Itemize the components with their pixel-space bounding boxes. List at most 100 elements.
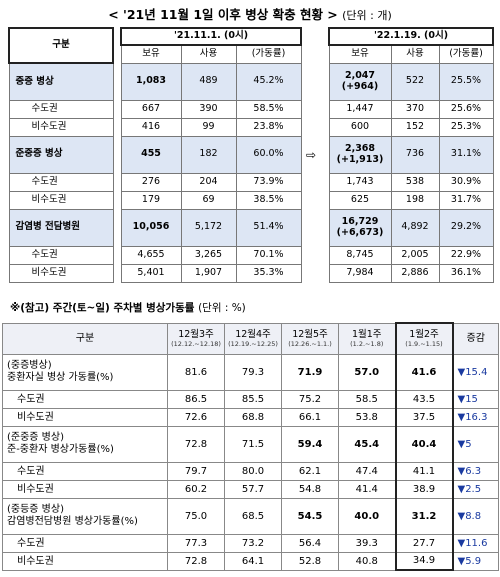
change-cell: ▼11.6 xyxy=(452,533,499,553)
change-cell: ▼16.3 xyxy=(452,407,499,427)
cell: 1,743 xyxy=(328,172,392,192)
table-row: (중등증 병상) 감염병전담병원 병상가동률(%) 75.0 68.5 54.5 40.0… xyxy=(2,497,499,535)
rate-cell: 77.3 xyxy=(167,533,225,553)
table-row: 비수도권 72.6 68.8 66.1 53.8 37.5 ▼16.3 xyxy=(2,407,499,427)
row-title: 준-중환자 병상가동률(%) xyxy=(7,444,114,455)
cell: 99 xyxy=(180,117,237,137)
rate-cell: 72.8 xyxy=(167,551,225,571)
row-category: (준중증 병상) xyxy=(7,431,64,443)
cell: 10,056 xyxy=(120,208,182,247)
rate-cell: 72.6 xyxy=(167,407,225,427)
cell: 2,047 (+964) xyxy=(328,62,392,101)
cell: 276 xyxy=(120,172,182,192)
change-cell: ▼15.4 xyxy=(452,353,499,391)
rate-cell: 58.5 xyxy=(338,389,396,409)
change-cell: ▼2.5 xyxy=(452,479,499,499)
col-header: 보유 xyxy=(328,44,392,64)
jan-table: '22.1.19. (0시) 보유 사용 (가동률) 2,047 (+964) 522 2… xyxy=(327,27,495,283)
week-label: 12월3주 xyxy=(178,328,214,340)
row-label: (중등증 병상) 감염병전담병원 병상가동률(%) xyxy=(2,497,168,535)
note-unit: (단위 : %) xyxy=(198,302,246,314)
row-label: (준중증 병상) 준-중환자 병상가동률(%) xyxy=(2,425,168,463)
row-label: 비수도권 xyxy=(8,263,114,283)
rate-cell: 40.4 xyxy=(394,425,454,463)
row-label: 수도권 xyxy=(2,533,168,553)
week-dates: (12.26.~1.1.) xyxy=(288,340,332,349)
row-label: 비수도권 xyxy=(2,551,168,571)
row-label: 비수도권 xyxy=(2,479,168,499)
row-label: 준중증 병상 xyxy=(8,135,114,174)
week-label: 1월1주 xyxy=(351,328,382,340)
cell: 23.8% xyxy=(235,117,302,137)
row-label: 수도권 xyxy=(8,245,114,265)
date-header: '22.1.19. (0시) xyxy=(327,27,495,46)
rate-cell: 54.8 xyxy=(281,479,339,499)
cell: 370 xyxy=(390,99,440,119)
weekly-header-label: 구분 xyxy=(2,322,168,355)
cell: 8,745 xyxy=(328,245,392,265)
week-header: 12월3주 (12.12.~12.18) xyxy=(167,322,225,355)
cell: 60.0% xyxy=(235,135,302,174)
rate-cell: 60.2 xyxy=(167,479,225,499)
cell: 51.4% xyxy=(235,208,302,247)
change-cell: ▼5.9 xyxy=(452,551,499,571)
cell: 1,447 xyxy=(328,99,392,119)
title-unit: (단위 : 개) xyxy=(342,9,392,22)
cell: 70.1% xyxy=(235,245,302,265)
rate-cell: 41.1 xyxy=(394,461,454,481)
rate-cell: 38.9 xyxy=(394,479,454,499)
cell-increase: (+1,913) xyxy=(336,153,384,165)
rate-cell: 57.7 xyxy=(224,479,282,499)
cell: 25.3% xyxy=(438,117,494,137)
week-label: 12월4주 xyxy=(235,328,271,340)
cell: 45.2% xyxy=(235,62,302,101)
cell: 600 xyxy=(328,117,392,137)
rate-cell: 31.2 xyxy=(394,497,454,535)
weekly-note: ※(참고) 주간(토~일) 주차별 병상가동률 (단위 : %) xyxy=(10,300,246,315)
cell: 179 xyxy=(120,190,182,210)
row-label: 비수도권 xyxy=(2,407,168,427)
rate-cell: 86.5 xyxy=(167,389,225,409)
table-row: 수도권 79.7 80.0 62.1 47.4 41.1 ▼6.3 xyxy=(2,461,499,481)
rate-cell: 40.8 xyxy=(338,551,396,571)
rate-cell: 56.4 xyxy=(281,533,339,553)
rate-cell: 39.3 xyxy=(338,533,396,553)
table-row: 수도권 77.3 73.2 56.4 39.3 27.7 ▼11.6 xyxy=(2,533,499,553)
rate-cell: 66.1 xyxy=(281,407,339,427)
rate-cell: 72.8 xyxy=(167,425,225,463)
cell: 4,892 xyxy=(390,208,440,247)
header-cell: 구분 xyxy=(8,27,114,64)
table-row: (준중증 병상) 준-중환자 병상가동률(%) 72.8 71.5 59.4 45.4 40… xyxy=(2,425,499,463)
week-dates: (12.12.~12.18) xyxy=(171,340,221,349)
row-label: (중증병상) 중환자실 병상 가동률(%) xyxy=(2,353,168,391)
cell: 390 xyxy=(180,99,237,119)
rate-cell: 47.4 xyxy=(338,461,396,481)
change-cell: ▼15 xyxy=(452,389,499,409)
rate-cell: 71.5 xyxy=(224,425,282,463)
cell: 35.3% xyxy=(235,263,302,283)
week-label: 1월2주 xyxy=(409,328,439,340)
cell-value: 2,368 xyxy=(344,143,376,155)
cell: 25.5% xyxy=(438,62,494,101)
rate-cell: 52.8 xyxy=(281,551,339,571)
cell: 25.6% xyxy=(438,99,494,119)
rate-cell: 41.6 xyxy=(394,353,454,391)
cell-increase: (+6,673) xyxy=(336,226,384,238)
cell: 30.9% xyxy=(438,172,494,192)
cell: 182 xyxy=(180,135,237,174)
col-header: (가동률) xyxy=(438,44,494,64)
change-header: 증감 xyxy=(452,322,499,355)
row-title: 감염병전담병원 병상가동률(%) xyxy=(7,516,138,527)
rate-cell: 68.8 xyxy=(224,407,282,427)
rate-cell: 75.2 xyxy=(281,389,339,409)
nov-table: '21.11.1. (0시) 보유 사용 (가동률) 1,083 489 45.2% 6… xyxy=(119,27,303,283)
page-title: < '21년 11월 1일 이후 병상 확충 현황 > (단위 : 개) xyxy=(0,4,500,23)
cell: 2,005 xyxy=(390,245,440,265)
cell: 31.1% xyxy=(438,135,494,174)
table-row: 비수도권 72.8 64.1 52.8 40.8 34.9 ▼5.9 xyxy=(2,551,499,571)
rate-cell: 53.8 xyxy=(338,407,396,427)
rate-cell: 80.0 xyxy=(224,461,282,481)
cell-increase: (+964) xyxy=(341,80,379,92)
rate-cell: 75.0 xyxy=(167,497,225,535)
rate-cell: 79.3 xyxy=(224,353,282,391)
